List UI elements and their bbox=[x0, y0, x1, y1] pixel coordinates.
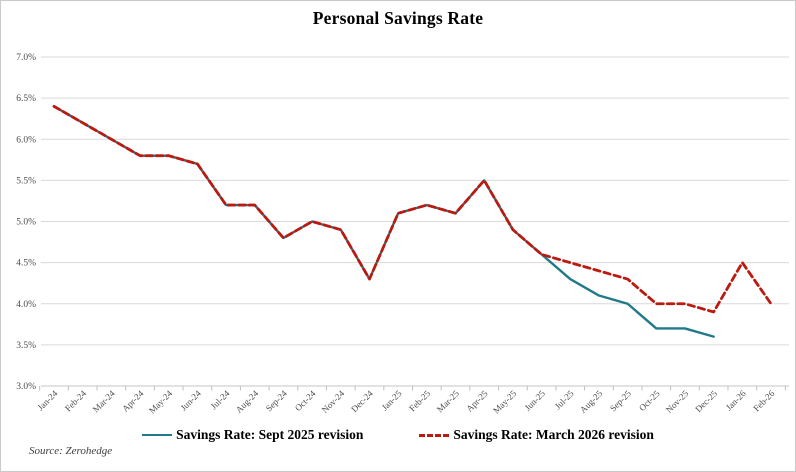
x-tick-label: Mar-25 bbox=[435, 388, 461, 414]
y-tick-label: 4.5% bbox=[16, 259, 36, 269]
y-tick-label: 5.5% bbox=[16, 176, 36, 186]
legend-label-sept-2025: Savings Rate: Sept 2025 revision bbox=[176, 427, 364, 442]
y-tick-label: 6.0% bbox=[16, 135, 36, 145]
source-attribution: Source: Zerohedge bbox=[29, 445, 113, 457]
x-tick-label: Apr-25 bbox=[464, 388, 490, 414]
x-tick-label: Oct-24 bbox=[293, 388, 318, 413]
x-tick-label: Jan-25 bbox=[380, 388, 404, 412]
x-tick-label: Jul-25 bbox=[553, 388, 576, 411]
x-tick-label: Apr-24 bbox=[120, 388, 146, 414]
x-tick-label: Dec-25 bbox=[693, 388, 719, 414]
x-tick-label: Sep-25 bbox=[608, 388, 633, 413]
march-2026-line-swatch bbox=[419, 433, 450, 437]
y-tick-label: 4.0% bbox=[16, 300, 36, 310]
y-tick-label: 6.5% bbox=[16, 94, 36, 104]
sept-2025-line-swatch bbox=[142, 434, 173, 436]
y-axis-labels: 7.0% 6.5% 6.0% 5.5% 5.0% 4.5% 4.0% 3.5% 3.0% bbox=[16, 53, 36, 392]
series-line-march-2026 bbox=[52, 104, 773, 314]
axis-ticks bbox=[39, 386, 786, 391]
y-tick-label: 3.5% bbox=[16, 341, 36, 351]
x-tick-label: Nov-25 bbox=[664, 388, 691, 415]
x-tick-label: Feb-26 bbox=[751, 388, 776, 413]
x-tick-label: Jul-24 bbox=[209, 388, 232, 411]
x-tick-label: Jun-24 bbox=[178, 388, 203, 413]
x-tick-label: Aug-25 bbox=[578, 388, 605, 415]
x-tick-label: Oct-25 bbox=[637, 388, 662, 413]
x-tick-label: May-24 bbox=[147, 388, 175, 416]
legend-label-march-2026: Savings Rate: March 2026 revision bbox=[453, 427, 654, 442]
x-tick-label: Nov-24 bbox=[320, 388, 347, 415]
y-tick-label: 7.0% bbox=[16, 53, 36, 63]
x-axis-labels: Jan-24 Feb-24 Mar-24 Apr-24 May-24 Jun-24 Jul-… bbox=[35, 388, 776, 416]
x-tick-label: Jun-25 bbox=[523, 388, 548, 413]
chart-title: Personal Savings Rate bbox=[312, 8, 484, 28]
legend-item-march-2026: Savings Rate: March 2026 revision bbox=[419, 427, 654, 443]
data-series bbox=[52, 104, 773, 338]
x-tick-label: Feb-25 bbox=[407, 388, 432, 413]
gridlines bbox=[41, 56, 789, 387]
y-tick-label: 3.0% bbox=[16, 382, 36, 392]
x-tick-label: Aug-24 bbox=[234, 388, 261, 415]
x-tick-label: Feb-24 bbox=[63, 388, 88, 413]
chart-legend: Savings Rate: Sept 2025 revision Savings… bbox=[1, 427, 795, 443]
x-tick-label: Jan-24 bbox=[35, 388, 59, 412]
y-tick-label: 5.0% bbox=[16, 218, 36, 228]
x-tick-label: Dec-24 bbox=[349, 388, 375, 414]
x-tick-label: Sep-24 bbox=[264, 388, 289, 413]
x-tick-label: Jan-26 bbox=[724, 388, 748, 412]
x-tick-label: Mar-24 bbox=[91, 388, 117, 414]
x-tick-label: May-25 bbox=[491, 388, 519, 416]
legend-item-sept-2025: Savings Rate: Sept 2025 revision bbox=[142, 427, 363, 443]
